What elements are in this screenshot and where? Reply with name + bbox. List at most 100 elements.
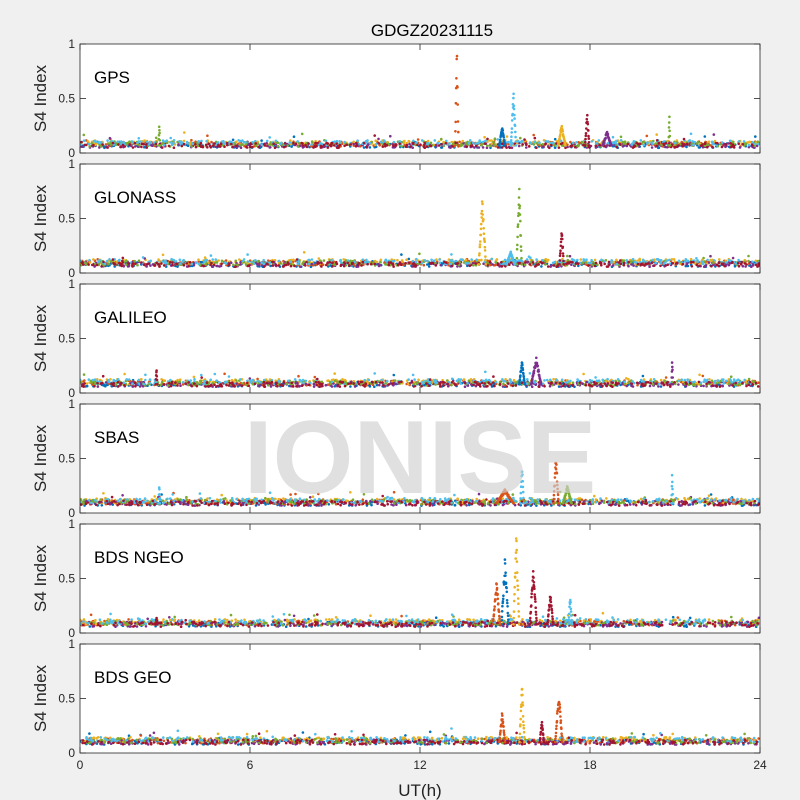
data-point — [217, 259, 220, 262]
data-point — [119, 145, 122, 149]
data-point — [538, 141, 541, 144]
data-point — [477, 146, 481, 149]
data-point — [197, 140, 201, 143]
data-point — [198, 143, 202, 147]
spike-point — [610, 144, 613, 147]
data-point — [338, 385, 342, 388]
data-point — [260, 261, 264, 264]
data-point — [182, 142, 186, 146]
data-point — [269, 385, 273, 388]
data-point — [367, 378, 371, 382]
data-point — [81, 260, 84, 264]
data-point — [379, 261, 382, 264]
data-point — [324, 383, 328, 387]
data-point — [627, 260, 630, 264]
data-point — [552, 264, 556, 267]
data-point — [185, 262, 189, 265]
data-point — [712, 133, 716, 136]
data-point — [131, 382, 134, 385]
data-point — [459, 382, 462, 385]
data-point — [290, 145, 293, 148]
data-point — [651, 258, 654, 262]
data-point — [201, 264, 204, 267]
data-point — [752, 380, 755, 384]
data-point — [438, 258, 441, 261]
data-point — [193, 380, 196, 384]
data-point — [122, 141, 125, 144]
data-point — [209, 378, 212, 382]
data-point — [325, 141, 328, 145]
data-point — [711, 145, 714, 149]
data-point — [176, 378, 179, 382]
data-point — [249, 142, 252, 146]
data-point — [322, 143, 326, 147]
data-point — [398, 142, 402, 145]
data-point — [454, 141, 458, 144]
figure-title: GDGZ20231115 — [371, 21, 493, 40]
data-point — [219, 142, 223, 145]
data-point — [480, 258, 483, 262]
data-point — [611, 135, 615, 139]
data-point — [448, 146, 451, 149]
data-point — [349, 381, 353, 385]
data-point — [383, 145, 387, 148]
data-point — [251, 378, 255, 382]
data-point — [379, 140, 383, 144]
data-point — [525, 143, 528, 146]
y-tick-label: 1 — [68, 37, 75, 51]
data-point — [183, 131, 186, 134]
y-axis-label: S4 Index — [31, 64, 50, 132]
data-point — [274, 141, 278, 144]
data-point — [611, 264, 615, 267]
data-point — [471, 141, 475, 145]
data-point — [377, 137, 380, 141]
data-point — [91, 263, 94, 267]
data-point — [163, 379, 166, 383]
data-point — [170, 143, 174, 146]
data-point — [467, 379, 471, 383]
data-point — [154, 142, 158, 146]
data-point — [582, 372, 585, 376]
data-point — [449, 259, 453, 262]
data-point — [127, 378, 131, 381]
data-point — [377, 142, 381, 145]
data-point — [244, 263, 248, 266]
data-point — [693, 380, 696, 384]
data-point — [710, 379, 714, 383]
spike-point — [605, 130, 609, 134]
data-point — [407, 140, 411, 143]
data-point — [709, 144, 712, 147]
data-point — [495, 382, 498, 386]
data-point — [433, 139, 437, 142]
data-point — [220, 259, 224, 263]
data-point — [488, 260, 492, 264]
data-point — [625, 377, 628, 380]
data-point — [620, 259, 624, 262]
data-point — [326, 383, 330, 387]
spike-point — [584, 137, 587, 141]
data-point — [141, 385, 145, 388]
data-point — [741, 381, 744, 385]
data-point — [549, 265, 552, 268]
data-point — [181, 383, 185, 386]
spike-point — [583, 144, 587, 147]
data-point — [546, 265, 550, 268]
data-point — [339, 263, 343, 267]
data-point — [178, 380, 181, 384]
data-point — [391, 382, 394, 385]
data-point — [460, 143, 463, 146]
data-point — [350, 262, 354, 266]
data-point — [340, 261, 343, 265]
data-point — [521, 143, 524, 146]
data-point — [244, 141, 247, 144]
data-point — [405, 143, 409, 147]
spike-point — [456, 85, 459, 89]
data-point — [568, 254, 572, 258]
data-point — [433, 380, 437, 384]
data-point — [215, 379, 218, 383]
data-point — [618, 142, 621, 146]
data-point — [111, 258, 115, 261]
data-point — [137, 259, 141, 263]
data-point — [557, 385, 561, 388]
data-point — [435, 258, 438, 261]
